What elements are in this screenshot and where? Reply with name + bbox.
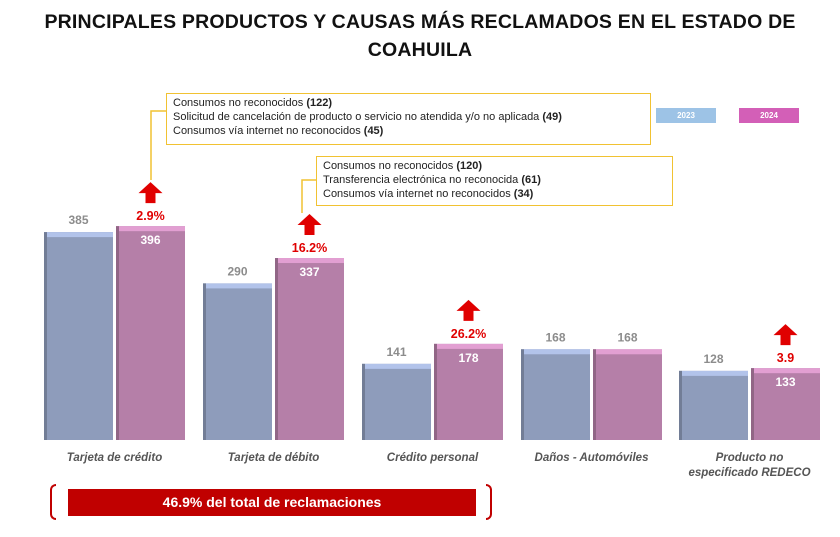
bar-edge-2023-2: [203, 283, 206, 440]
callout-2-row-3-value: (34): [513, 188, 534, 200]
change-label-3: 26.2%: [451, 327, 486, 341]
category-label-5: Producto no: [716, 452, 784, 464]
change-label-2: 16.2%: [292, 241, 327, 255]
left-bracket: [50, 484, 56, 520]
bar-2023-5: [679, 370, 748, 440]
category-label-1: Tarjeta de crédito: [67, 452, 162, 464]
bar-edge-2024-5: [751, 368, 754, 440]
callout-connector-2: [301, 179, 316, 213]
value-label-2023-1: 385: [68, 213, 88, 227]
category-label-5: especificado REDECO: [688, 467, 810, 479]
legend-2023: 2023: [656, 108, 716, 123]
callout-1-row-2-value: (49): [542, 111, 562, 123]
callout-2-row: Transferencia electrónica no reconocida …: [323, 173, 666, 187]
summary-banner: 46.9% del total de reclamaciones: [68, 489, 476, 516]
callout-1-row-1-value: (122): [306, 97, 332, 109]
category-label-2: Tarjeta de débito: [228, 452, 320, 464]
bar-edge-2023-3: [362, 363, 365, 440]
bar-2024-3: [434, 343, 503, 440]
right-bracket: [486, 484, 492, 520]
bar-top-2024-5: [751, 368, 820, 374]
bar-top-2024-2: [275, 258, 344, 264]
bar-edge-2023-4: [521, 349, 524, 440]
change-label-1: 2.9%: [136, 209, 165, 223]
bar-edge-2024-2: [275, 258, 278, 440]
callout-1-row-3-value: (45): [363, 125, 384, 137]
value-label-2024-4: 168: [617, 330, 637, 344]
bar-2024-1: [116, 226, 185, 440]
up-arrow-icon: [456, 299, 481, 321]
callout-1-row: Consumos no reconocidos (122): [173, 96, 644, 110]
value-label-2024-3: 178: [458, 351, 478, 365]
callout-1-row-3-text: Consumos vía internet no reconocidos: [173, 125, 361, 137]
bar-2024-5: [751, 368, 820, 440]
up-arrow-icon: [773, 324, 798, 346]
chart-title: PRINCIPALES PRODUCTOS Y CAUSAS MÁS RECLA…: [0, 8, 840, 64]
chart-title-line-2: COAHUILA: [367, 39, 473, 61]
value-label-2024-5: 133: [775, 375, 795, 389]
callout-1-row-1-text: Consumos no reconocidos: [173, 97, 304, 109]
callout-1-row: Consumos vía internet no reconocidos (45…: [173, 124, 644, 138]
value-label-2023-4: 168: [545, 330, 565, 344]
bar-edge-2024-4: [593, 349, 596, 440]
category-label-3: Crédito personal: [387, 452, 479, 464]
bar-2023-1: [44, 232, 113, 440]
value-label-2023-2: 290: [227, 264, 247, 278]
bar-2023-3: [362, 363, 431, 440]
bar-edge-2024-1: [116, 226, 119, 440]
callout-tarjeta-credito: Consumos no reconocidos (122) Solicitud …: [166, 93, 651, 145]
bar-top-2024-3: [434, 343, 503, 349]
bar-top-2023-4: [521, 349, 590, 355]
bar-top-2023-5: [679, 370, 748, 376]
bar-top-2024-1: [116, 226, 185, 232]
legend-2024: 2024: [739, 108, 799, 123]
value-label-2024-1: 396: [140, 233, 160, 247]
callout-connector-1: [150, 110, 166, 180]
bar-top-2024-4: [593, 349, 662, 355]
bar-edge-2024-3: [434, 343, 437, 440]
bar-top-2023-2: [203, 283, 272, 289]
bar-2024-2: [275, 258, 344, 440]
value-label-2023-5: 128: [703, 352, 723, 366]
callout-2-row-2-text: Transferencia electrónica no reconocida: [323, 174, 519, 186]
value-label-2023-3: 141: [386, 345, 406, 359]
bar-top-2023-1: [44, 232, 113, 238]
callout-2-row-1-text: Consumos no reconocidos: [323, 160, 454, 172]
up-arrow-icon: [138, 182, 163, 204]
up-arrow-icon: [297, 214, 322, 236]
callout-2-row-2-value: (61): [521, 174, 541, 186]
bar-2024-4: [593, 349, 662, 440]
bar-2023-4: [521, 349, 590, 440]
bar-top-2023-3: [362, 363, 431, 369]
bar-edge-2023-5: [679, 370, 682, 440]
bar-edge-2023-1: [44, 232, 47, 440]
category-label-4: Daños - Automóviles: [535, 452, 649, 464]
bar-2023-2: [203, 283, 272, 440]
change-label-5: 3.9: [777, 351, 794, 365]
callout-2-row-3-text: Consumos vía internet no reconocidos: [323, 188, 511, 200]
value-label-2024-2: 337: [299, 265, 319, 279]
callout-1-row-2-text: Solicitud de cancelación de producto o s…: [173, 111, 540, 123]
chart-title-line-1: PRINCIPALES PRODUCTOS Y CAUSAS MÁS RECLA…: [44, 11, 796, 33]
callout-2-row: Consumos vía internet no reconocidos (34…: [323, 187, 666, 201]
callout-1-row: Solicitud de cancelación de producto o s…: [173, 110, 644, 124]
callout-2-row: Consumos no reconocidos (120): [323, 159, 666, 173]
callout-tarjeta-debito: Consumos no reconocidos (120) Transferen…: [316, 156, 673, 206]
callout-2-row-1-value: (120): [456, 160, 482, 172]
